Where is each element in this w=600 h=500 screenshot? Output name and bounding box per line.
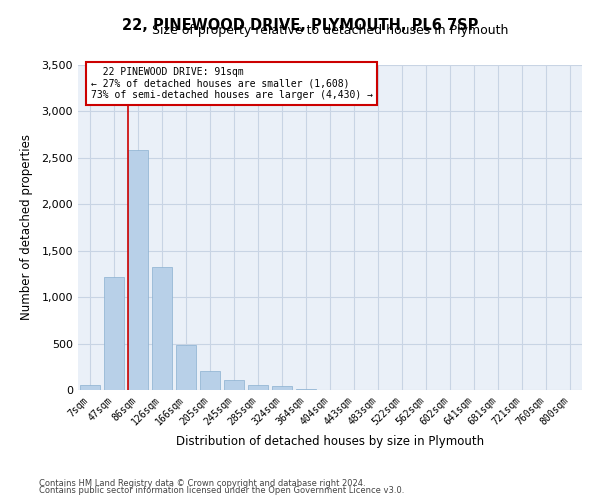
Bar (80, 386, 100, 390)
Bar (296, 389, 316, 390)
Y-axis label: Number of detached properties: Number of detached properties (20, 134, 33, 320)
Text: Contains HM Land Registry data © Crown copyright and database right 2024.: Contains HM Land Registry data © Crown c… (39, 478, 365, 488)
Bar (272, 386, 292, 390)
X-axis label: Distribution of detached houses by size in Plymouth: Distribution of detached houses by size … (176, 435, 484, 448)
Title: Size of property relative to detached houses in Plymouth: Size of property relative to detached ho… (152, 24, 508, 38)
Text: 22 PINEWOOD DRIVE: 91sqm
← 27% of detached houses are smaller (1,608)
73% of sem: 22 PINEWOOD DRIVE: 91sqm ← 27% of detach… (91, 67, 373, 100)
Bar (152, 268, 172, 390)
Bar (104, 276, 124, 390)
Text: 22, PINEWOOD DRIVE, PLYMOUTH, PL6 7SP: 22, PINEWOOD DRIVE, PLYMOUTH, PL6 7SP (122, 18, 478, 32)
Bar (224, 380, 244, 390)
Bar (200, 372, 220, 390)
Text: Contains public sector information licensed under the Open Government Licence v3: Contains public sector information licen… (39, 486, 404, 495)
Bar (248, 386, 268, 390)
Bar (176, 346, 196, 390)
Bar (128, 150, 148, 390)
